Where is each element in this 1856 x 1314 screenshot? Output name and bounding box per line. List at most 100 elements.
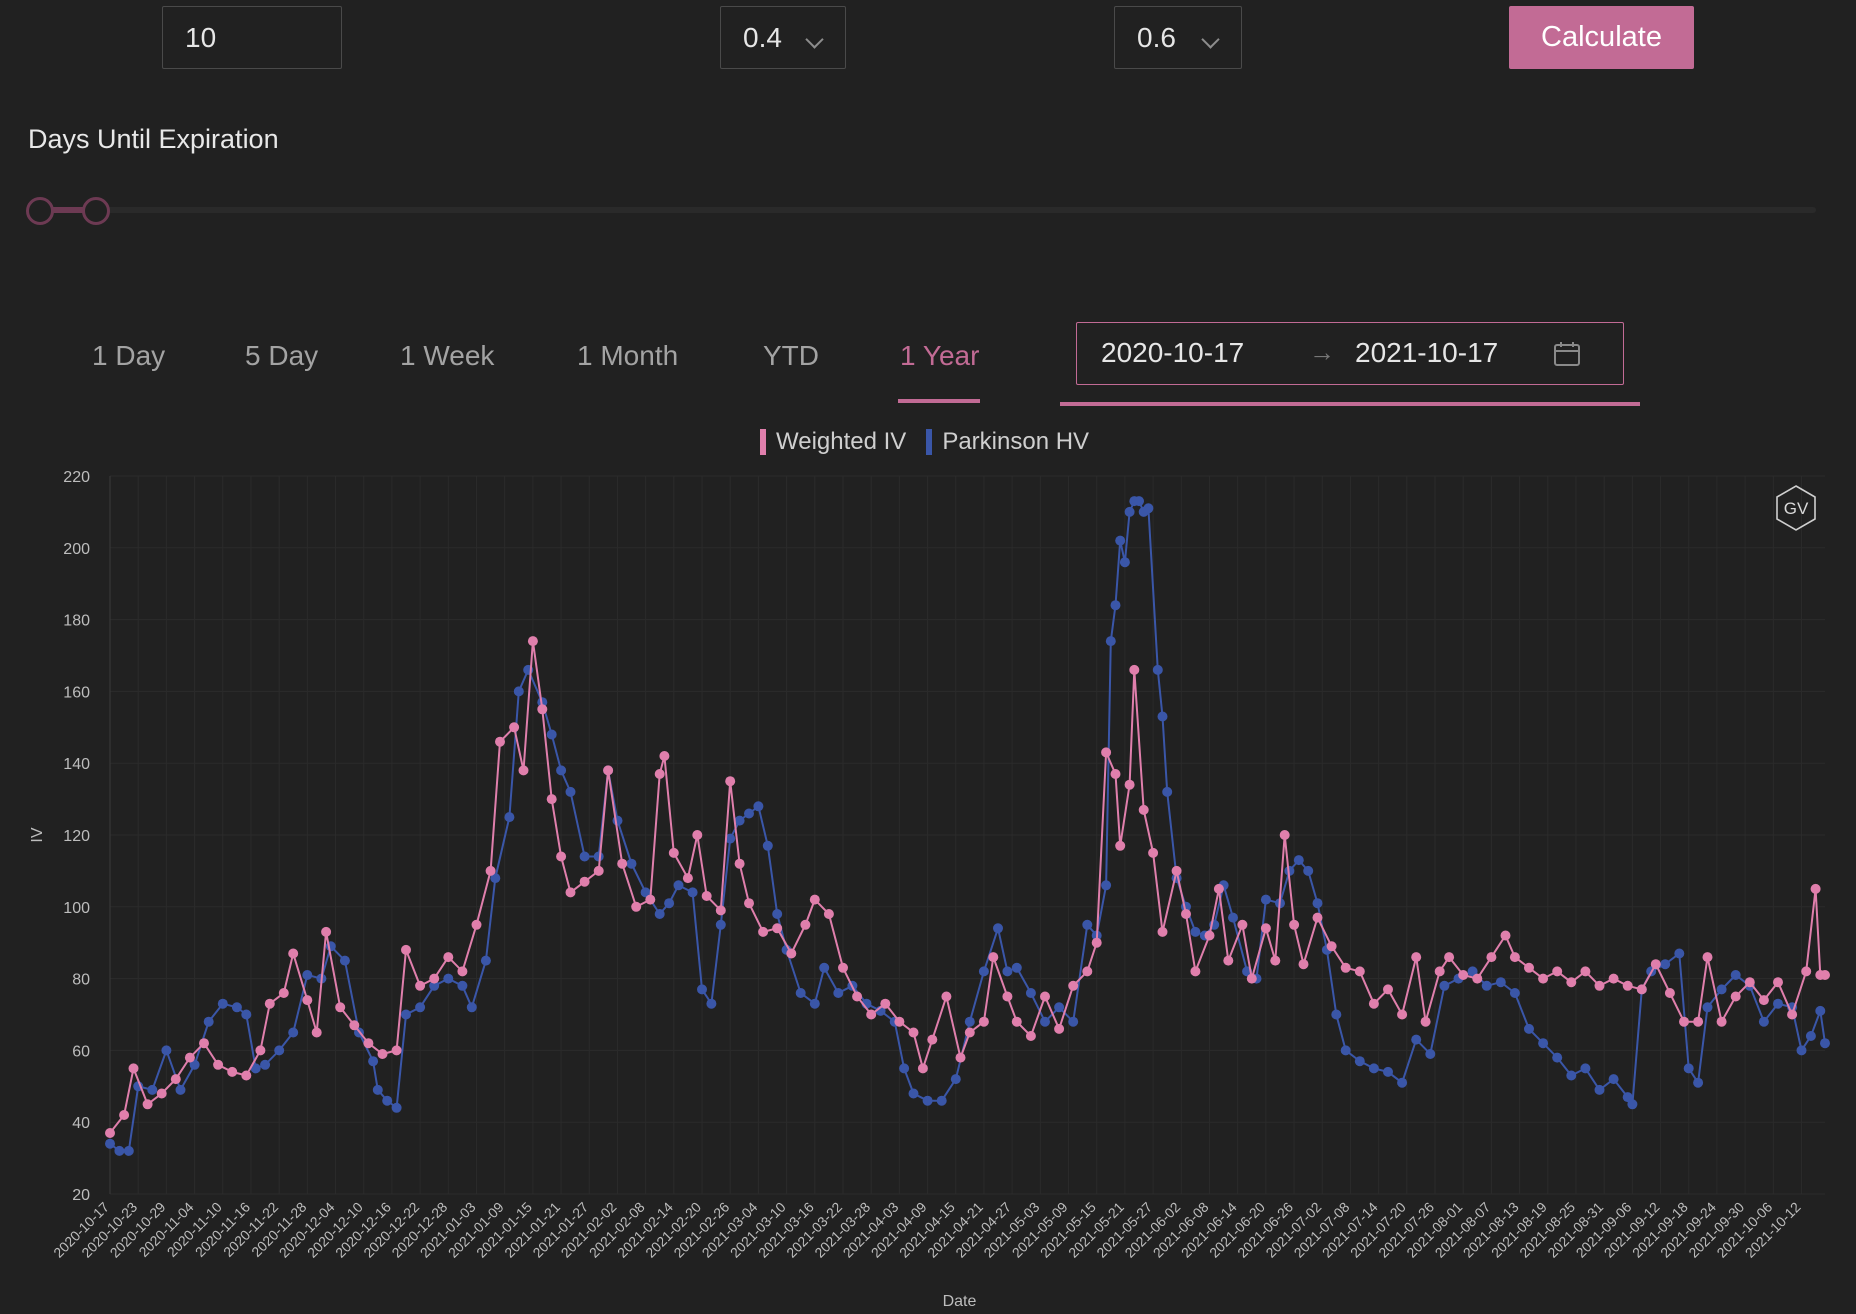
select-param-b[interactable]: 0.6 <box>1114 6 1242 69</box>
data-point-weighted-iv <box>1472 973 1483 984</box>
data-point-parkinson-hv <box>260 1059 271 1070</box>
tab-1-month[interactable]: 1 Month <box>577 340 679 371</box>
data-point-parkinson-hv <box>1152 664 1163 675</box>
data-point-weighted-iv <box>471 919 482 930</box>
tab-ytd[interactable]: YTD <box>763 340 819 371</box>
legend-item-weighted-iv[interactable]: Weighted IV <box>760 428 906 456</box>
data-point-parkinson-hv <box>339 955 350 966</box>
data-point-parkinson-hv <box>922 1095 933 1106</box>
data-point-weighted-iv <box>1622 980 1633 991</box>
data-point-parkinson-hv <box>753 801 764 812</box>
data-point-weighted-iv <box>758 926 769 937</box>
data-point-weighted-iv <box>668 847 679 858</box>
y-tick-label: 160 <box>63 684 90 701</box>
data-point-weighted-iv <box>1679 1016 1689 1027</box>
series-parkinson-hv <box>105 496 1830 1156</box>
data-point-weighted-iv <box>1397 1009 1408 1020</box>
data-point-weighted-iv <box>692 830 703 840</box>
data-point-parkinson-hv <box>1674 948 1685 959</box>
data-point-parkinson-hv <box>1820 1038 1830 1049</box>
calculate-button[interactable]: Calculate <box>1509 6 1694 69</box>
gv-logo-text: GV <box>1784 499 1809 518</box>
select-param-a-value: 0.4 <box>743 21 782 53</box>
y-tick-label: 220 <box>63 469 90 486</box>
select-param-a[interactable]: 0.4 <box>720 6 846 69</box>
data-point-parkinson-hv <box>401 1009 411 1020</box>
data-point-weighted-iv <box>264 998 275 1009</box>
data-point-weighted-iv <box>1181 909 1191 919</box>
select-param-b-value: 0.6 <box>1137 21 1176 53</box>
data-point-weighted-iv <box>1260 923 1271 934</box>
days-slider-track[interactable] <box>34 207 1816 213</box>
data-point-parkinson-hv <box>1260 894 1271 905</box>
days-slider-max-handle[interactable] <box>82 197 110 225</box>
data-point-weighted-iv <box>213 1059 224 1070</box>
legend-item-parkinson-hv[interactable]: Parkinson HV <box>926 428 1089 456</box>
data-point-weighted-iv <box>1157 926 1168 937</box>
series-line-parkinson-hv <box>109 500 1826 1152</box>
days-until-expiration-label: Days Until Expiration <box>28 124 279 154</box>
data-point-parkinson-hv <box>382 1095 393 1106</box>
data-point-weighted-iv <box>184 1052 195 1063</box>
data-point-parkinson-hv <box>795 988 806 998</box>
data-point-weighted-iv <box>377 1049 388 1059</box>
data-point-parkinson-hv <box>1411 1034 1422 1045</box>
data-point-weighted-iv <box>1270 955 1281 966</box>
days-slider-min-handle[interactable] <box>26 197 54 225</box>
data-point-parkinson-hv <box>1383 1066 1393 1077</box>
data-point-parkinson-hv <box>1439 980 1450 991</box>
data-point-weighted-iv <box>415 980 426 991</box>
data-point-weighted-iv <box>321 926 332 937</box>
data-point-parkinson-hv <box>513 686 524 697</box>
legend-swatch-weighted-iv <box>760 429 766 455</box>
data-point-weighted-iv <box>227 1066 238 1077</box>
data-point-weighted-iv <box>1246 973 1257 984</box>
data-point-weighted-iv <box>1354 966 1365 977</box>
data-point-weighted-iv <box>1730 991 1741 1002</box>
data-point-weighted-iv <box>1002 991 1013 1002</box>
data-point-parkinson-hv <box>964 1016 975 1027</box>
data-point-weighted-iv <box>1552 966 1563 977</box>
x-axis-label: Date <box>943 1293 977 1310</box>
y-tick-label: 200 <box>63 541 90 558</box>
data-point-weighted-iv <box>838 962 848 973</box>
date-range-picker[interactable]: 2020-10-17 → 2021-10-17 <box>1076 322 1624 385</box>
data-point-weighted-iv <box>1500 930 1511 941</box>
date-range-end[interactable]: 2021-10-17 <box>1355 337 1499 368</box>
data-point-weighted-iv <box>617 858 628 869</box>
number-input[interactable] <box>162 6 342 69</box>
tab-5-day[interactable]: 5 Day <box>245 340 319 371</box>
data-point-weighted-iv <box>527 636 538 647</box>
data-point-weighted-iv <box>1326 941 1337 952</box>
data-point-parkinson-hv <box>147 1084 158 1095</box>
data-point-weighted-iv <box>800 919 811 930</box>
data-point-parkinson-hv <box>725 833 736 844</box>
data-point-parkinson-hv <box>556 765 567 776</box>
tab-1-week[interactable]: 1 Week <box>400 340 495 371</box>
data-point-parkinson-hv <box>1303 865 1314 876</box>
chevron-down-icon <box>805 30 824 49</box>
chart-grid <box>109 475 1825 1195</box>
data-point-weighted-iv <box>809 894 820 905</box>
data-point-weighted-iv <box>631 901 642 912</box>
data-point-weighted-iv <box>1524 962 1534 973</box>
data-point-weighted-iv <box>1298 959 1309 970</box>
chart-legend: Weighted IV Parkinson HV <box>760 428 1089 456</box>
data-point-weighted-iv <box>509 722 520 733</box>
data-point-parkinson-hv <box>1134 496 1144 507</box>
data-point-weighted-iv <box>908 1027 919 1038</box>
data-point-parkinson-hv <box>250 1063 261 1074</box>
data-point-weighted-iv <box>593 865 604 876</box>
data-point-weighted-iv <box>1171 865 1182 876</box>
data-point-weighted-iv <box>1124 779 1135 790</box>
data-point-weighted-iv <box>866 1009 877 1020</box>
data-point-weighted-iv <box>1820 970 1830 980</box>
date-range-start[interactable]: 2020-10-17 <box>1101 337 1245 368</box>
data-point-parkinson-hv <box>1509 988 1520 998</box>
tab-1-day[interactable]: 1 Day <box>92 340 166 371</box>
y-tick-label: 40 <box>72 1115 90 1132</box>
tab-1-year[interactable]: 1 Year <box>900 340 980 371</box>
data-point-weighted-iv <box>645 894 656 905</box>
date-range-indicator <box>1060 402 1640 406</box>
calendar-icon[interactable] <box>1553 341 1581 367</box>
